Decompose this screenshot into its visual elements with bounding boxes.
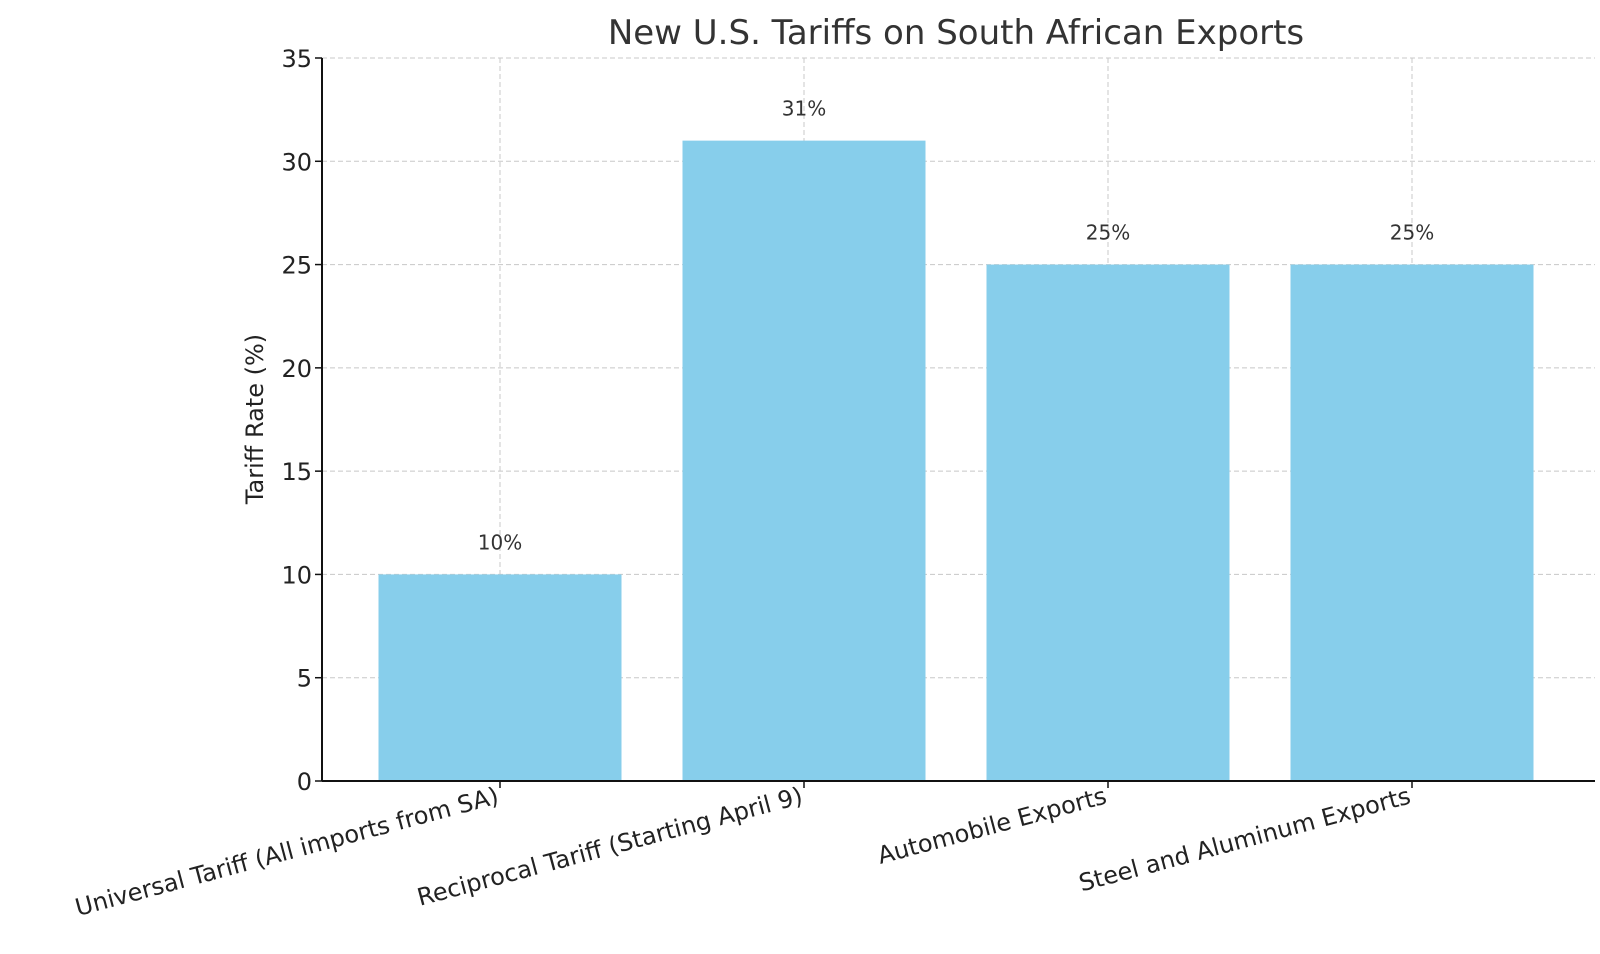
bar-value-label: 25% xyxy=(1086,221,1130,245)
y-tick-label: 15 xyxy=(281,458,312,486)
x-ticks: Universal Tariff (All imports from SA)Re… xyxy=(72,781,1414,922)
x-tick-label: Steel and Aluminum Exports xyxy=(1076,782,1414,898)
bars xyxy=(378,140,1534,782)
bar xyxy=(1290,264,1534,782)
y-tick-label: 25 xyxy=(281,252,312,280)
bar-value-label: 10% xyxy=(478,530,522,554)
x-tick-label: Automobile Exports xyxy=(875,782,1110,870)
bar-value-label: 31% xyxy=(782,97,826,121)
y-tick-label: 5 xyxy=(297,665,312,693)
bar xyxy=(682,140,926,782)
bar-value-label: 25% xyxy=(1390,221,1434,245)
y-tick-label: 30 xyxy=(281,148,312,176)
y-ticks: 0 5 10 15 20 25 30 35 xyxy=(281,45,322,796)
bar xyxy=(378,574,622,781)
y-axis-label: Tariff Rate (%) xyxy=(241,334,269,505)
y-tick-label: 20 xyxy=(281,355,312,383)
y-tick-label: 10 xyxy=(281,561,312,589)
chart-title: New U.S. Tariffs on South African Export… xyxy=(608,13,1304,53)
axes xyxy=(321,58,1595,782)
data-labels: 10% 31% 25% 25% xyxy=(478,97,1434,555)
y-tick-label: 0 xyxy=(297,768,312,796)
bar xyxy=(986,264,1230,782)
y-tick-label: 35 xyxy=(281,45,312,73)
